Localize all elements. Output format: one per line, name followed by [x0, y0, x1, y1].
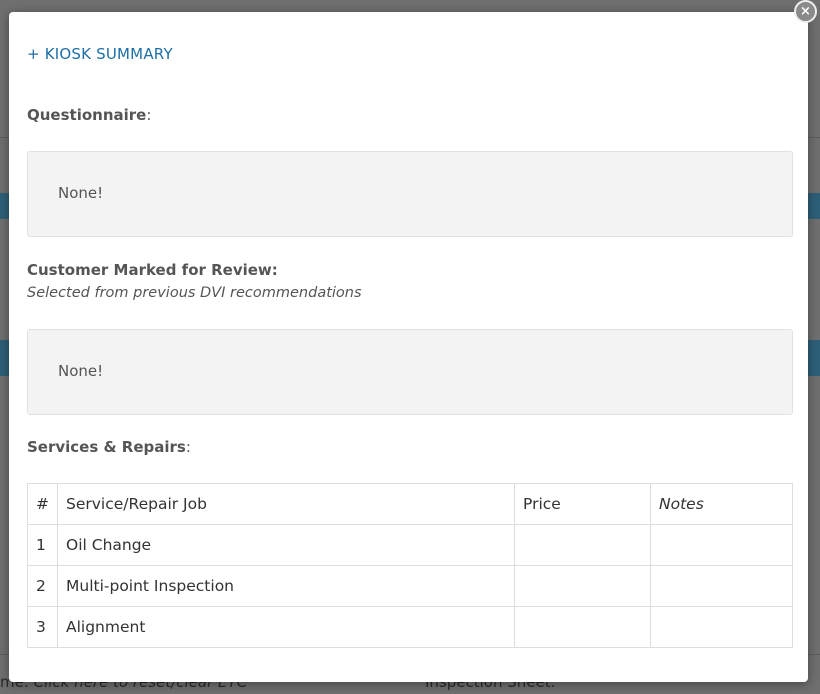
row-job: Multi-point Inspection	[57, 565, 515, 607]
questionnaire-label: Questionnaire:	[27, 106, 151, 124]
kiosk-summary-toggle[interactable]: + KIOSK SUMMARY	[27, 45, 173, 63]
row-number: 1	[27, 524, 58, 566]
close-icon[interactable]: ×	[794, 0, 817, 23]
row-notes	[650, 606, 793, 648]
row-notes	[650, 565, 793, 607]
colon: :	[185, 438, 191, 456]
colon: :	[146, 106, 152, 124]
table-header: # Service/Repair Job Price Notes	[27, 483, 793, 525]
table-row: 3 Alignment	[27, 606, 793, 648]
questionnaire-box: None!	[27, 151, 793, 237]
row-job: Alignment	[57, 606, 515, 648]
services-label: Services & Repairs:	[27, 438, 191, 456]
row-price	[514, 565, 651, 607]
row-price	[514, 606, 651, 648]
review-subtitle: Selected from previous DVI recommendatio…	[27, 285, 362, 301]
review-label: Customer Marked for Review:	[27, 261, 278, 279]
questionnaire-label-text: Questionnaire	[27, 106, 147, 124]
row-number: 3	[27, 606, 58, 648]
services-table: # Service/Repair Job Price Notes 1 Oil C…	[27, 483, 793, 648]
row-job: Oil Change	[57, 524, 515, 566]
table-row: 2 Multi-point Inspection	[27, 565, 793, 607]
review-box: None!	[27, 329, 793, 415]
row-notes	[650, 524, 793, 566]
kiosk-summary-modal: + KIOSK SUMMARY Questionnaire: None! Cus…	[9, 12, 808, 682]
row-price	[514, 524, 651, 566]
col-price: Price	[514, 483, 651, 525]
col-job: Service/Repair Job	[57, 483, 515, 525]
services-label-text: Services & Repairs	[27, 438, 186, 456]
col-notes: Notes	[650, 483, 793, 525]
col-number: #	[27, 483, 58, 525]
table-row: 1 Oil Change	[27, 524, 793, 566]
row-number: 2	[27, 565, 58, 607]
